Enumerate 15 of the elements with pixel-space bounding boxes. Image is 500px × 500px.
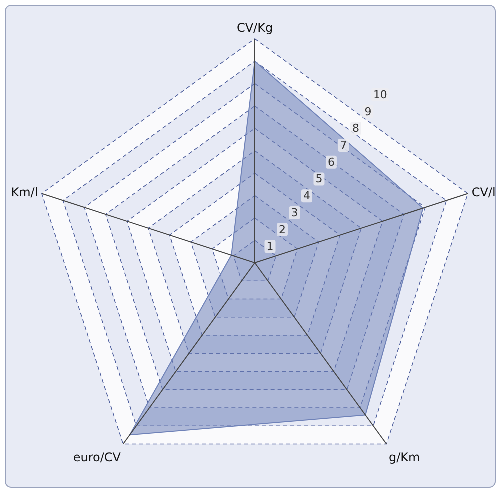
y-tick-label: 6: [328, 156, 335, 169]
y-tick-label: 2: [278, 223, 286, 236]
y-tick-label: 9: [364, 105, 372, 118]
y-tick-label: 3: [291, 206, 298, 220]
y-tick-label: 10: [373, 88, 388, 102]
spoke-label: CV/l: [472, 186, 496, 200]
y-tick-label: 7: [340, 139, 348, 152]
y-tick-label: 4: [303, 190, 310, 203]
spoke-label: Km/l: [11, 186, 38, 200]
y-tick-label: 5: [316, 172, 323, 186]
y-tick-label: 1: [266, 240, 274, 254]
y-tick-label: 8: [352, 122, 360, 136]
spoke-label: g/Km: [389, 450, 420, 464]
spoke-label: CV/Kg: [236, 21, 274, 35]
spoke-label: euro/CV: [73, 450, 122, 464]
